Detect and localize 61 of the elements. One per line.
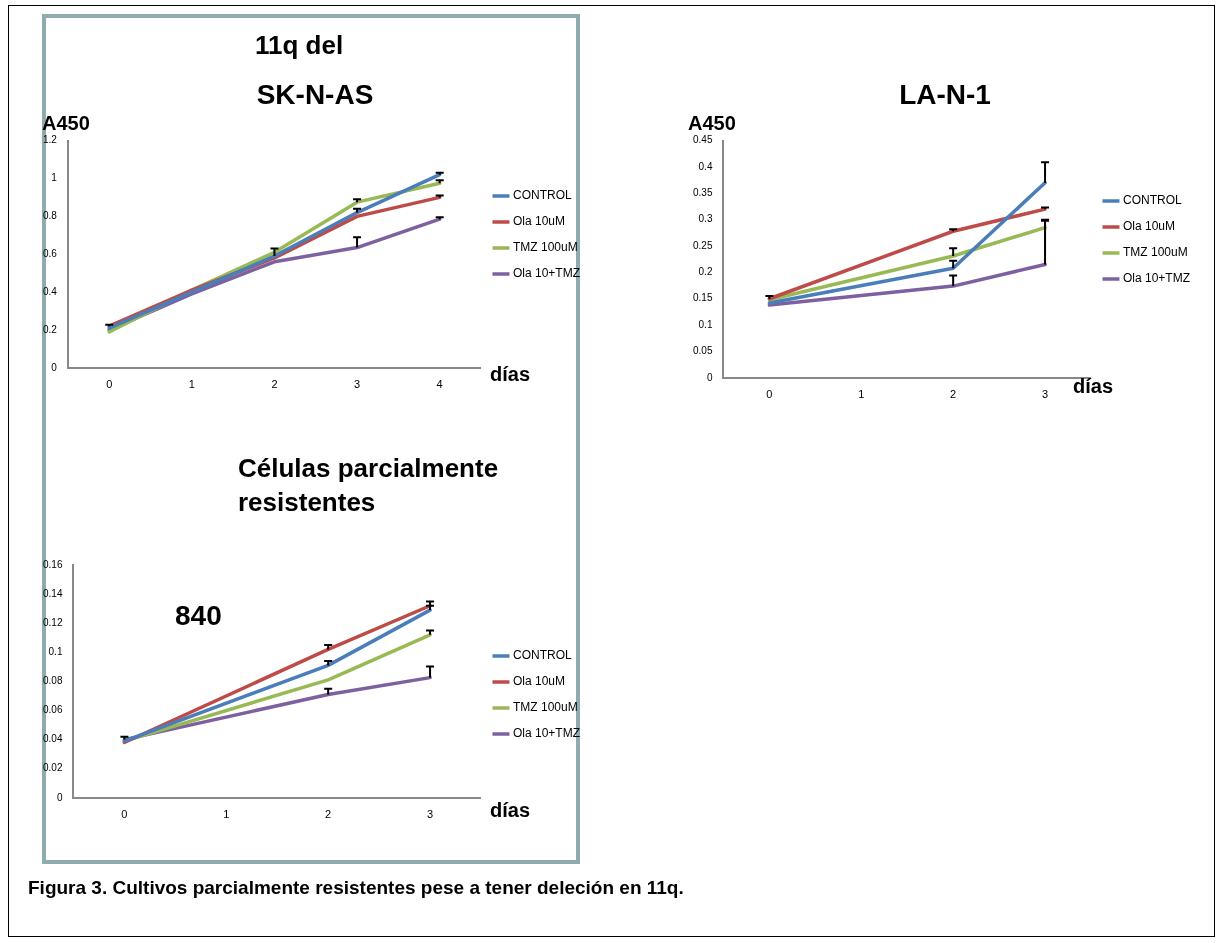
x-tick-label: 0: [121, 808, 128, 821]
x-tick-label: 1: [858, 388, 865, 401]
y-tick-label: 0: [51, 361, 58, 373]
legend-label: TMZ 100uM: [512, 700, 578, 715]
y-tick-label: 0.35: [692, 187, 713, 199]
x-tick-label: 3: [426, 808, 434, 821]
x-tick-label: 2: [950, 388, 957, 401]
y-tick-label: 0.02: [42, 762, 63, 774]
chart-title: SK-N-AS: [256, 78, 374, 110]
y-tick-label: 0.3: [698, 213, 713, 225]
y-axis-title: A450: [688, 112, 736, 135]
y-tick-label: 0.6: [43, 247, 58, 259]
legend-label: TMZ 100uM: [512, 240, 578, 255]
text: Figura 3. Cultivos parcialmente resistentes pese a tener deleción en 11q.: [28, 877, 684, 899]
legend-label: Ola 10+TMZ: [512, 726, 581, 741]
legend-label: TMZ 100uM: [1122, 245, 1188, 260]
y-tick-label: 1: [51, 172, 58, 184]
x-tick-label: 1: [188, 378, 195, 391]
y-tick-label: 0: [56, 791, 63, 803]
x-axis-title: días: [1073, 375, 1114, 398]
x-tick-label: 3: [353, 378, 361, 391]
chart-title: LA-N-1: [899, 78, 991, 110]
y-tick-label: 0.2: [43, 323, 58, 335]
y-tick-label: 0.15: [692, 292, 713, 304]
y-tick-label: 0.14: [42, 587, 63, 599]
y-tick-label: 0.04: [42, 733, 63, 745]
y-tick-label: 0.1: [48, 646, 63, 658]
legend-label: Ola 10+TMZ: [512, 266, 581, 281]
y-tick-label: 0.06: [42, 704, 63, 716]
x-tick-label: 3: [1041, 388, 1049, 401]
x-tick-label: 2: [325, 808, 332, 821]
y-tick-label: 0.4: [43, 285, 58, 297]
x-axis-title: días: [490, 363, 531, 386]
text: 11q del: [255, 30, 344, 61]
legend-label: Ola 10+TMZ: [1122, 271, 1191, 286]
x-tick-label: 2: [271, 378, 278, 391]
text: Células parcialmente resistentes: [238, 452, 500, 519]
legend-label: Ola 10uM: [512, 214, 566, 229]
legend-label: CONTROL: [512, 188, 572, 203]
y-axis-title: A450: [42, 112, 90, 135]
x-tick-label: 4: [436, 378, 443, 391]
y-tick-label: 0.05: [692, 345, 713, 357]
legend-label: Ola 10uM: [512, 674, 566, 689]
y-tick-label: 0.2: [698, 266, 713, 278]
legend-label: Ola 10uM: [1122, 219, 1176, 234]
y-tick-label: 0.1: [698, 318, 713, 330]
y-tick-label: 0.8: [43, 210, 58, 222]
x-axis-title: días: [490, 799, 531, 822]
legend-label: CONTROL: [512, 648, 572, 663]
y-tick-label: 1.2: [43, 134, 58, 146]
y-tick-label: 0.25: [692, 239, 713, 251]
x-tick-label: 0: [766, 388, 773, 401]
legend-label: CONTROL: [1122, 193, 1182, 208]
y-tick-label: 0.08: [42, 675, 63, 687]
y-tick-label: 0.12: [42, 616, 63, 628]
y-tick-label: 0.4: [698, 160, 713, 172]
y-tick-label: 0.16: [42, 558, 63, 570]
y-tick-label: 0.45: [692, 134, 713, 146]
text: 840: [175, 600, 222, 632]
x-tick-label: 1: [223, 808, 230, 821]
x-tick-label: 0: [106, 378, 113, 391]
